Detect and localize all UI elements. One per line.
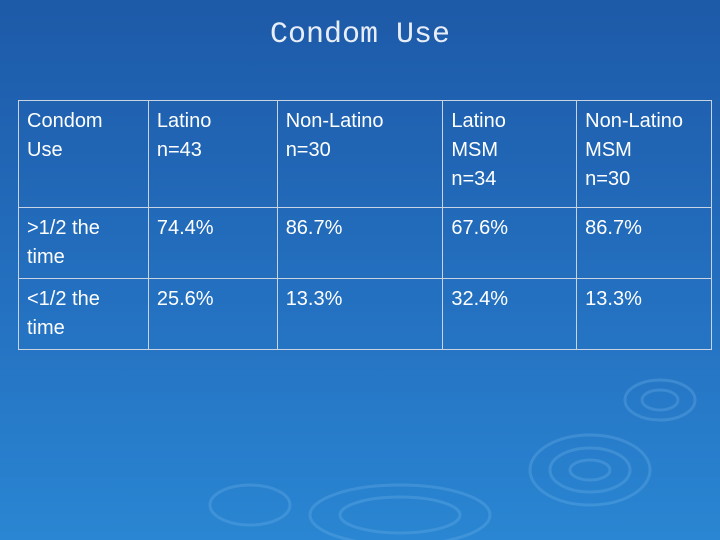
cell: 25.6% — [147, 278, 278, 350]
header-row: Condom Use Latino n=43 Non-Latino n=30 Latino… — [18, 100, 712, 208]
slide-title: Condom Use — [269, 18, 451, 52]
cell: 13.3% — [276, 278, 444, 350]
cell: 67.6% — [442, 207, 578, 279]
header-line: MSM — [585, 139, 632, 161]
header-line: n=34 — [451, 168, 497, 190]
header-cell: Latino MSM n=34 — [442, 100, 578, 208]
header-line: MSM — [451, 139, 499, 161]
header-line: Non-Latino — [285, 110, 384, 132]
header-cell: Latino n=43 — [147, 100, 278, 208]
header-line: n=30 — [585, 168, 631, 190]
header-line: n=43 — [156, 139, 202, 161]
cell: 86.7% — [276, 207, 444, 279]
header-line: n=30 — [285, 139, 331, 161]
cell: 32.4% — [442, 278, 578, 350]
header-cell: Non-Latino MSM n=30 — [576, 100, 712, 208]
header-cell: Non-Latino n=30 — [276, 100, 444, 208]
cell: 13.3% — [576, 278, 712, 350]
header-line: Latino — [156, 110, 212, 132]
cell: 86.7% — [576, 207, 712, 279]
header-line: Condom Use — [27, 110, 103, 161]
row-label: >1/2 the time — [18, 207, 149, 279]
row-label: <1/2 the time — [18, 278, 149, 350]
data-table: Condom Use Latino n=43 Non-Latino n=30 Latino… — [18, 100, 712, 350]
data-row: <1/2 the time 25.6% 13.3% 32.4% 13.3% — [18, 278, 712, 350]
header-cell: Condom Use — [18, 100, 149, 208]
header-line: Latino — [451, 110, 506, 132]
cell: 74.4% — [147, 207, 278, 279]
data-row: >1/2 the time 74.4% 86.7% 67.6% 86.7% — [18, 207, 712, 279]
header-line: Non-Latino — [585, 110, 684, 132]
